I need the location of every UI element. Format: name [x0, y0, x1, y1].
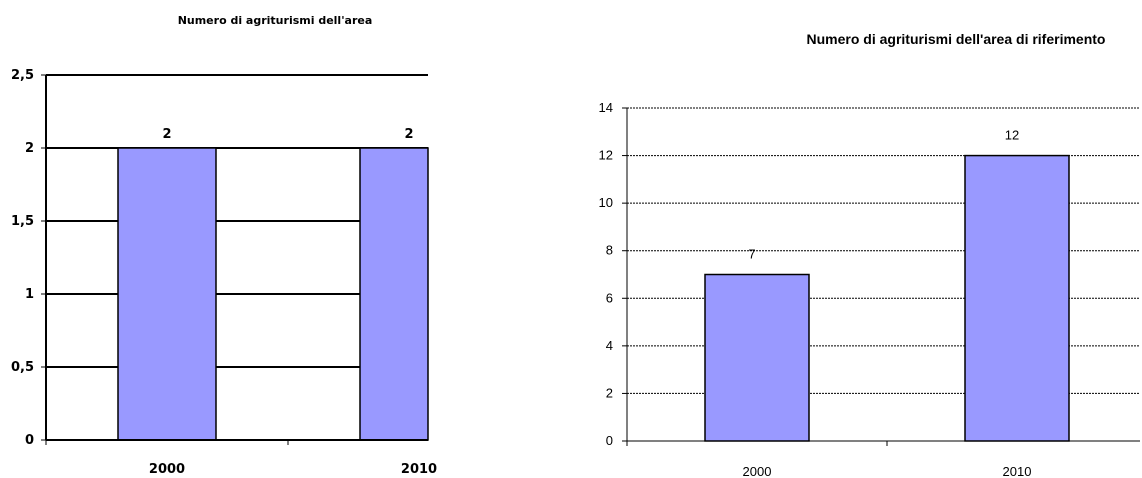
chart-left-y-tick-label: 1,5 [11, 214, 34, 229]
chart-right-y-tick-label: 10 [599, 195, 613, 210]
chart-right-y-tick-label: 2 [606, 385, 613, 400]
chart-right-y-tick-label: 14 [599, 100, 613, 115]
chart-right-y-tick-label: 4 [606, 338, 613, 353]
chart-right-data-label: 12 [1005, 128, 1019, 143]
chart-right-x-tick-label: 2010 [1003, 464, 1032, 478]
chart-left-bar [117, 147, 217, 441]
chart-right-bar [704, 273, 810, 442]
chart-right-y-tick-label: 8 [606, 243, 613, 258]
chart-left: Numero di agriturismi dell'area 2 2000 2 20… [0, 0, 440, 478]
chart-left-x-tick-label: 2010 [401, 462, 437, 477]
chart-right-title: Numero di agriturismi dell'area di rifer… [807, 31, 1106, 47]
chart-left-y-tick-label: 0 [25, 433, 34, 448]
chart-left-data-label: 2 [162, 127, 171, 142]
chart-left-y-tick-label: 2 [25, 141, 34, 156]
chart-right-y-tick-label: 6 [606, 290, 613, 305]
chart-left-y-tick-label: 0,5 [11, 360, 34, 375]
chart-right-data-label: 7 [748, 247, 755, 262]
chart-left-x-tick-label: 2000 [149, 462, 185, 477]
chart-left-title: Numero di agriturismi dell'area [178, 14, 373, 27]
chart-left-bar [359, 147, 429, 441]
chart-right: Numero di agriturismi dell'area di rifer… [560, 0, 1142, 478]
chart-right-y-tick-label: 0 [606, 433, 613, 448]
chart-left-data-label: 2 [404, 127, 413, 142]
chart-left-svg: Numero di agriturismi dell'area 22000220… [11, 14, 437, 477]
chart-right-svg: Numero di agriturismi dell'area di rifer… [599, 31, 1140, 478]
chart-left-y-tick-label: 2,5 [11, 68, 34, 83]
chart-right-x-tick-label: 2000 [743, 464, 772, 478]
chart-left-y-tick-label: 1 [25, 287, 34, 302]
chart-right-y-tick-label: 12 [599, 148, 613, 163]
chart-right-bar [964, 154, 1070, 442]
